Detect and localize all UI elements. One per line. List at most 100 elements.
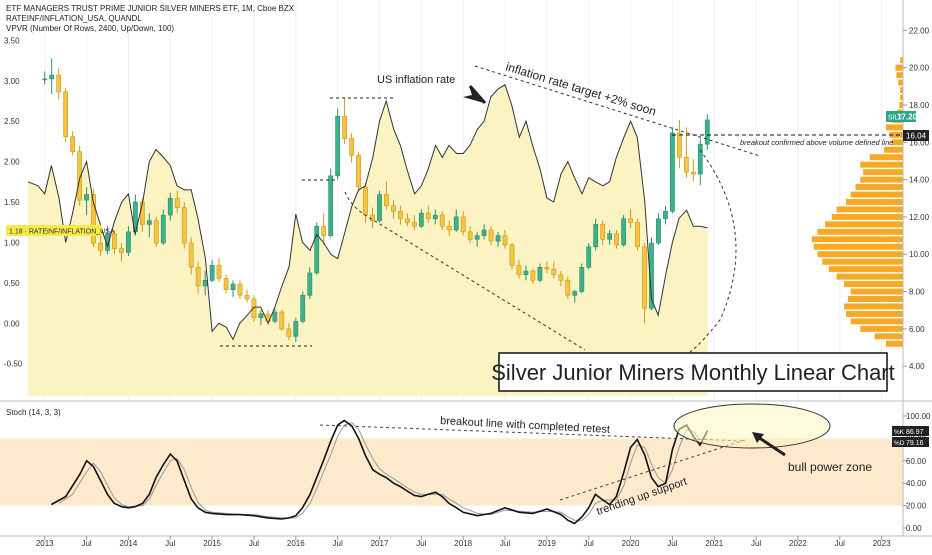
- stoch-support-line: [559, 439, 746, 501]
- inflation-arrow: [463, 86, 484, 103]
- time-tick-label: Jul: [249, 539, 259, 548]
- arc-curve-left: [344, 191, 586, 351]
- inflation-arrow-shaft: [468, 85, 487, 104]
- candle-body: [146, 220, 152, 225]
- vpvr-bar: [860, 161, 903, 168]
- arc-curve-right: [689, 149, 737, 353]
- k-value: 86.97: [906, 429, 924, 436]
- time-tick-label: Jul: [835, 539, 845, 548]
- left-tick-label: 1.00: [4, 238, 20, 247]
- price-tick-label: 16.00: [909, 138, 930, 147]
- vpvr-bar: [836, 206, 903, 213]
- candle-body: [377, 194, 382, 221]
- vpvr-bar: [885, 340, 903, 347]
- candle-body: [398, 211, 403, 220]
- candle-body: [181, 207, 187, 244]
- candle-body: [558, 274, 564, 281]
- candle-body: [572, 291, 578, 296]
- candle-body: [670, 132, 675, 212]
- d-tag-bg: [892, 437, 929, 447]
- bull-zone-arrow-head: [752, 432, 764, 443]
- time-tick-label: 2014: [120, 539, 138, 548]
- candle-body: [467, 231, 473, 240]
- candle-body: [607, 233, 613, 240]
- candle-body: [49, 74, 55, 80]
- time-tick-label: 2013: [36, 539, 54, 548]
- candle-body: [690, 171, 696, 175]
- candle-body: [391, 205, 396, 212]
- inflation-trend-line: [474, 65, 761, 157]
- candle-body: [628, 218, 633, 223]
- vpvr-bar: [847, 296, 903, 302]
- vpvr-bar: [896, 72, 903, 79]
- vpvr-bar: [817, 251, 903, 258]
- time-tick-label: 2021: [705, 539, 723, 548]
- candle-body: [663, 211, 668, 220]
- candle-body: [676, 132, 682, 158]
- candle-body: [251, 298, 257, 318]
- time-tick-label: Jul: [165, 539, 175, 548]
- price-tick-label: 20.00: [909, 64, 930, 73]
- stoch-tick-label: 0.00: [906, 524, 922, 533]
- title-box: [498, 352, 888, 392]
- candle-body: [321, 225, 327, 236]
- vpvr-bar: [836, 273, 903, 280]
- vpvr-bar: [863, 169, 903, 176]
- candle-body: [216, 265, 222, 279]
- vpvr-bar: [846, 199, 903, 205]
- stoch-tick-label: 100.00: [906, 412, 931, 421]
- vpvr-bar: [860, 176, 903, 183]
- candle-body: [453, 216, 459, 231]
- candle-body: [349, 138, 355, 156]
- candle-body: [502, 235, 508, 246]
- candle-body: [328, 175, 334, 236]
- vpvr-bar: [817, 228, 903, 235]
- price-tick-label: 12.00: [909, 213, 930, 222]
- vpvr-bar: [895, 64, 903, 71]
- candle-body: [614, 233, 619, 246]
- time-tick-label: 2022: [789, 539, 807, 548]
- candle-body: [523, 270, 529, 276]
- candle-body: [432, 214, 438, 220]
- time-axis-ticks: 2013 Jul 2014 Jul 2015 Jul 2016 Jul 2017 Jul 2018 J…: [36, 536, 891, 548]
- candle-body: [230, 283, 236, 290]
- candles: [42, 58, 710, 342]
- candle-body: [649, 242, 654, 309]
- silj-price-value: 17.20: [897, 113, 918, 122]
- bull-zone-note: bull power zone: [788, 460, 872, 474]
- time-tick-label: 2016: [287, 539, 305, 548]
- candle-body: [621, 218, 627, 246]
- candle-body: [516, 265, 522, 276]
- vpvr-bar: [855, 184, 903, 191]
- candle-body: [425, 212, 431, 220]
- candle-body: [195, 266, 201, 287]
- line-level-tag-bg: [903, 130, 929, 141]
- k-label: %K: [894, 429, 905, 436]
- vpvr-bar: [844, 303, 903, 310]
- candle-body: [188, 242, 194, 268]
- vpvr-bar: [850, 318, 903, 325]
- candle-body: [363, 186, 368, 216]
- candle-body: [509, 244, 515, 266]
- candle-body: [70, 136, 76, 152]
- stoch-title: Stoch (14, 3, 3): [6, 408, 61, 417]
- inflation-tag-text: 1.18 · RATEINF/INFLATION_USA: [9, 229, 115, 236]
- vpvr-bar: [900, 57, 903, 64]
- time-tick-label: Jul: [667, 539, 677, 548]
- us-inflation-note: US inflation rate: [377, 74, 455, 86]
- candle-body: [119, 248, 124, 253]
- candle-body: [105, 233, 110, 251]
- price-tick-label: 10.00: [909, 250, 930, 259]
- header-vpvr: VPVR (Number Of Rows, 2400, Up/Down, 100…: [6, 24, 175, 33]
- vpvr-bar: [885, 124, 903, 131]
- candle-body: [635, 222, 640, 248]
- candle-body: [98, 242, 103, 251]
- candle-body: [481, 229, 487, 236]
- vpvr-bar: [900, 87, 903, 94]
- stoch-tick-label: 60.00: [906, 457, 927, 466]
- candle-body: [77, 151, 83, 201]
- vpvr-bar: [900, 94, 903, 101]
- time-tick-label: Jul: [751, 539, 761, 548]
- candle-body: [237, 283, 243, 296]
